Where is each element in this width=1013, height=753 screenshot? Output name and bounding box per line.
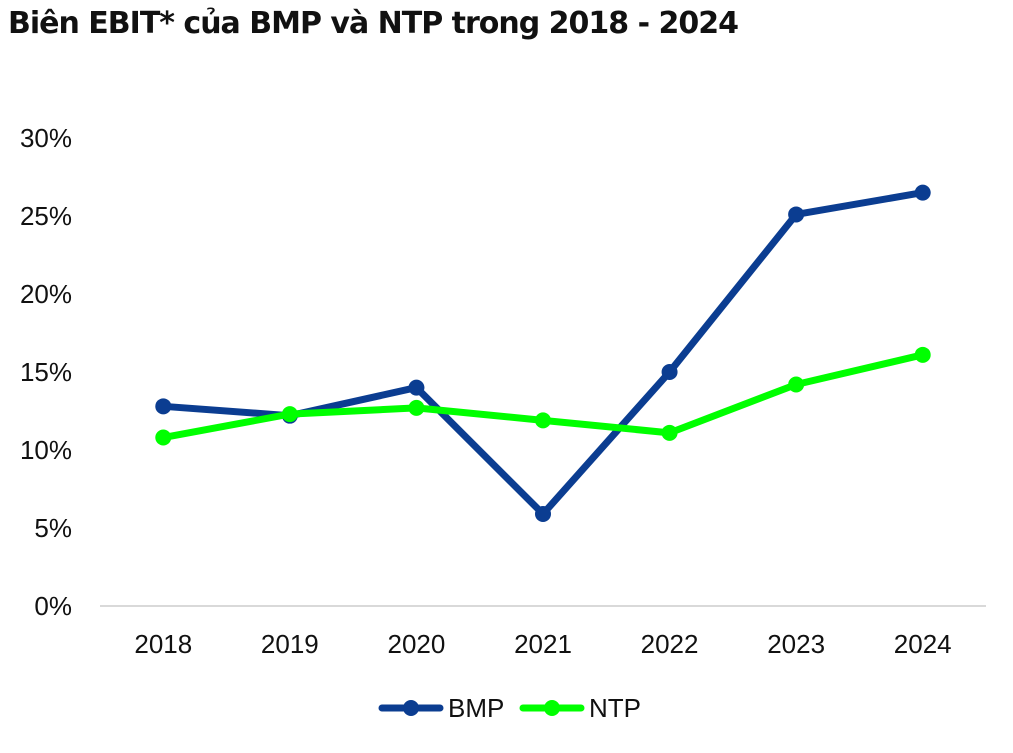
x-tick-label: 2022 bbox=[641, 629, 699, 659]
data-point-bmp bbox=[914, 184, 931, 201]
x-tick-label: 2018 bbox=[134, 629, 192, 659]
data-point-ntp bbox=[914, 346, 931, 363]
legend-label: BMP bbox=[448, 693, 504, 723]
data-point-bmp bbox=[408, 379, 425, 396]
data-point-ntp bbox=[281, 406, 298, 423]
legend-item-bmp: BMP bbox=[378, 693, 504, 723]
data-point-ntp bbox=[408, 399, 425, 416]
data-point-bmp bbox=[535, 505, 551, 522]
data-point-ntp bbox=[155, 429, 172, 446]
x-tick-label: 2024 bbox=[894, 629, 952, 659]
legend-label: NTP bbox=[589, 693, 641, 723]
x-tick-label: 2020 bbox=[388, 629, 446, 659]
series-ntp bbox=[155, 346, 931, 446]
y-axis-ticks: 0% 5% 10% 15% 20% 25% 30% bbox=[20, 123, 72, 621]
y-tick-label: 15% bbox=[20, 357, 72, 387]
data-point-ntp bbox=[788, 376, 805, 393]
series-layer bbox=[155, 184, 931, 522]
y-tick-label: 0% bbox=[34, 591, 72, 621]
y-tick-label: 20% bbox=[20, 279, 72, 309]
y-tick-label: 30% bbox=[20, 123, 72, 153]
y-tick-label: 5% bbox=[34, 513, 72, 543]
x-tick-label: 2021 bbox=[514, 629, 572, 659]
series-line-bmp bbox=[159, 189, 927, 518]
data-point-bmp bbox=[661, 364, 678, 380]
legend-marker bbox=[544, 700, 560, 716]
y-tick-label: 10% bbox=[20, 435, 72, 465]
chart-title: Biên EBIT* của BMP và NTP trong 2018 - 2… bbox=[8, 6, 739, 41]
y-tick-label: 25% bbox=[20, 201, 72, 231]
data-point-ntp bbox=[661, 424, 678, 441]
data-point-bmp bbox=[155, 398, 172, 415]
legend: BMP NTP bbox=[378, 693, 641, 723]
data-point-bmp bbox=[788, 206, 805, 223]
series-bmp bbox=[155, 184, 931, 522]
x-axis-ticks: 2018 2019 2020 2021 2022 2023 2024 bbox=[134, 629, 951, 659]
x-tick-label: 2019 bbox=[261, 629, 319, 659]
legend-marker bbox=[403, 700, 419, 716]
x-tick-label: 2023 bbox=[767, 629, 825, 659]
data-point-ntp bbox=[535, 412, 551, 429]
legend-item-ntp: NTP bbox=[519, 693, 641, 723]
